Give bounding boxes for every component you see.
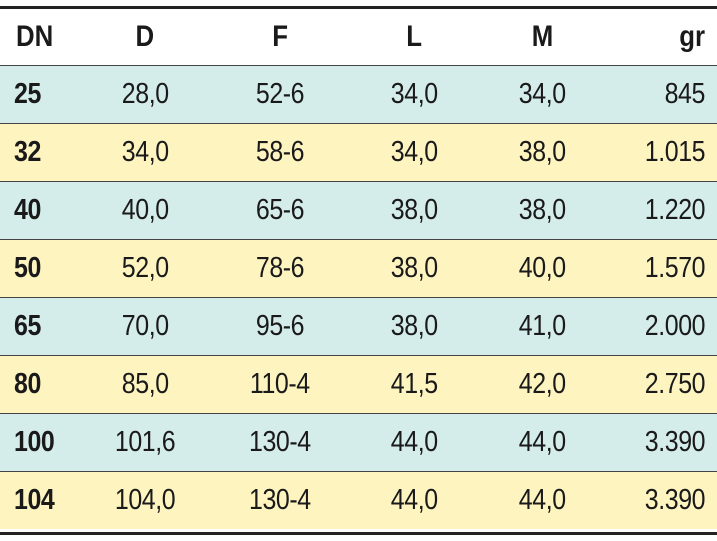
table-body: 25 28,0 52-6 34,0 34,0 845 32 34,0 58-6 … <box>0 65 717 529</box>
cell-gr: 845 <box>664 77 706 110</box>
header-dn: DN <box>16 19 54 53</box>
cell-d: 52,0 <box>121 251 169 284</box>
table-row: 104 104,0 130-4 44,0 44,0 3.390 <box>0 471 717 529</box>
cell-m: 44,0 <box>518 425 566 458</box>
cell-f: 65-6 <box>255 193 305 226</box>
table-row: 50 52,0 78-6 38,0 40,0 1.570 <box>0 239 717 297</box>
table-row: 25 28,0 52-6 34,0 34,0 845 <box>0 65 717 123</box>
cell-l: 34,0 <box>390 135 438 168</box>
cell-f: 130-4 <box>249 425 311 458</box>
cell-l: 34,0 <box>390 77 438 110</box>
cell-f: 78-6 <box>255 251 305 284</box>
cell-gr: 1.015 <box>644 135 706 168</box>
cell-gr: 2.000 <box>644 309 706 342</box>
cell-dn: 65 <box>14 309 41 342</box>
cell-m: 38,0 <box>518 193 566 226</box>
cell-dn: 50 <box>14 251 41 284</box>
table-header: DN D F L M gr <box>0 9 717 65</box>
cell-f: 58-6 <box>255 135 305 168</box>
cell-l: 44,0 <box>390 483 438 516</box>
table-row: 100 101,6 130-4 44,0 44,0 3.390 <box>0 413 717 471</box>
cell-dn: 32 <box>14 135 41 168</box>
cell-d: 104,0 <box>114 483 176 516</box>
cell-d: 40,0 <box>121 193 169 226</box>
cell-dn: 25 <box>14 77 41 110</box>
cell-gr: 3.390 <box>644 483 706 516</box>
cell-m: 41,0 <box>518 309 566 342</box>
cell-gr: 1.220 <box>644 193 706 226</box>
header-m: M <box>531 19 553 53</box>
header-row: DN D F L M gr <box>0 9 717 65</box>
table-row: 32 34,0 58-6 34,0 38,0 1.015 <box>0 123 717 181</box>
cell-gr: 1.570 <box>644 251 706 284</box>
cell-m: 44,0 <box>518 483 566 516</box>
cell-f: 52-6 <box>255 77 305 110</box>
cell-f: 95-6 <box>255 309 305 342</box>
cell-dn: 104 <box>14 483 55 516</box>
cell-l: 38,0 <box>390 251 438 284</box>
header-d: D <box>135 19 155 53</box>
cell-d: 85,0 <box>121 367 169 400</box>
cell-dn: 80 <box>14 367 41 400</box>
cell-l: 38,0 <box>390 309 438 342</box>
cell-gr: 2.750 <box>644 367 706 400</box>
cell-d: 34,0 <box>121 135 169 168</box>
table-row: 80 85,0 110-4 41,5 42,0 2.750 <box>0 355 717 413</box>
cell-m: 42,0 <box>518 367 566 400</box>
cell-m: 40,0 <box>518 251 566 284</box>
cell-m: 34,0 <box>518 77 566 110</box>
table-row: 40 40,0 65-6 38,0 38,0 1.220 <box>0 181 717 239</box>
table-row: 65 70,0 95-6 38,0 41,0 2.000 <box>0 297 717 355</box>
cell-dn: 40 <box>14 193 41 226</box>
header-gr: gr <box>679 19 705 53</box>
cell-dn: 100 <box>14 425 55 458</box>
cell-gr: 3.390 <box>644 425 706 458</box>
cell-l: 44,0 <box>390 425 438 458</box>
header-l: L <box>406 19 422 53</box>
cell-d: 70,0 <box>121 309 169 342</box>
cell-l: 41,5 <box>390 367 438 400</box>
cell-f: 130-4 <box>249 483 311 516</box>
dimensions-table-wrapper: DN D F L M gr 25 28,0 52-6 34,0 34,0 845… <box>0 6 717 535</box>
dimensions-table: DN D F L M gr 25 28,0 52-6 34,0 34,0 845… <box>0 9 717 529</box>
header-f: F <box>272 19 288 53</box>
cell-d: 101,6 <box>114 425 176 458</box>
cell-f: 110-4 <box>250 367 310 400</box>
cell-l: 38,0 <box>390 193 438 226</box>
cell-m: 38,0 <box>518 135 566 168</box>
cell-d: 28,0 <box>121 77 169 110</box>
